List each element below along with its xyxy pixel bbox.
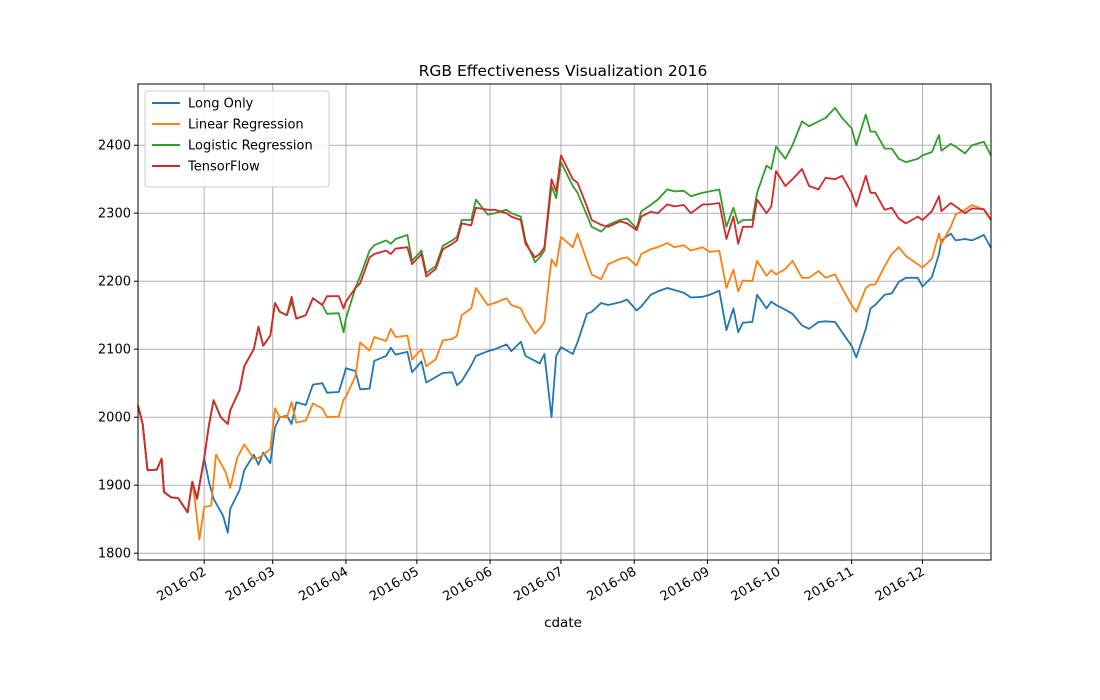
legend-box [144,90,330,188]
y-tick-label: 1800 [98,547,131,562]
series-line-tensorflow [137,154,992,514]
series-line-long-only [137,232,992,534]
legend-label: Logistic Regression [188,139,313,154]
y-tick-label: 2400 [98,139,131,154]
series-line-linear-regression [137,204,992,541]
y-tick-label: 2100 [98,343,131,358]
legend-label: TensorFlow [187,160,260,175]
x-axis-label: cdate [544,615,582,631]
y-tick-label: 2300 [98,207,131,222]
series-layer [137,106,992,541]
y-tick-label: 1900 [98,479,131,494]
legend: Long Only Linear Regression Logistic Regre… [144,90,330,188]
y-tick-label: 2000 [98,411,131,426]
y-axis: 1800 1900 2000 2100 2200 2300 2400 [98,139,138,562]
legend-label: Long Only [188,97,254,112]
chart-title: RGB Effectiveness Visualization 2016 [419,62,708,80]
y-tick-label: 2200 [98,275,131,290]
legend-label: Linear Regression [188,118,304,133]
plot-frame [137,83,992,561]
